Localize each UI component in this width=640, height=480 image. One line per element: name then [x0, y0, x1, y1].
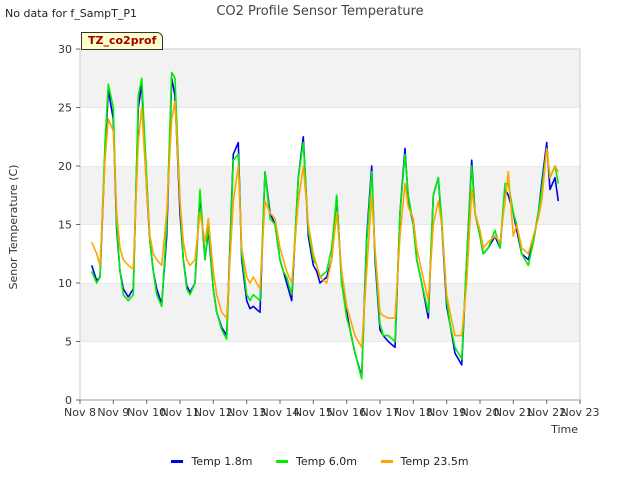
y-axis: 0 5 10 15 20 25 30 — [58, 43, 80, 407]
x-tick-label: Nov 23 — [561, 406, 600, 419]
plot-band — [80, 49, 580, 108]
plot-background-bands — [80, 48, 580, 400]
chart-title: CO2 Profile Sensor Temperature — [216, 4, 424, 19]
plot-band — [80, 107, 580, 166]
legend: Temp 1.8m Temp 6.0m Temp 23.5m — [0, 453, 640, 468]
x-axis-label: Time — [550, 423, 578, 436]
series-line-temp-23-5m — [90, 100, 559, 349]
series-lines — [90, 71, 560, 380]
x-tick-label: Nov 18 — [394, 406, 433, 419]
x-tick-label: Nov 21 — [494, 406, 533, 419]
x-tick-label: Nov 13 — [227, 406, 266, 419]
legend-item-temp-1-8m: Temp 1.8m — [171, 455, 252, 468]
x-tick-label: Nov 9 — [97, 406, 129, 419]
legend-item-temp-6-0m: Temp 6.0m — [275, 455, 358, 468]
plot-band — [80, 283, 580, 342]
legend-label-temp-23-5m: Temp 23.5m — [400, 455, 469, 468]
x-tick-label: Nov 11 — [161, 406, 200, 419]
x-tick-label: Nov 8 — [64, 406, 96, 419]
y-tick-label: 25 — [58, 102, 72, 115]
y-tick-label: 20 — [58, 160, 72, 173]
y-tick-label: 0 — [65, 394, 72, 407]
legend-item-temp-23-5m: Temp 23.5m — [380, 455, 469, 468]
site-tag: TZ_co2prof — [81, 32, 164, 50]
x-tick-label: Nov 17 — [361, 406, 400, 419]
plot-band — [80, 341, 580, 400]
legend-swatch-temp-1-8m — [171, 460, 184, 463]
x-tick-label: Nov 19 — [427, 406, 466, 419]
y-tick-label: 10 — [58, 277, 72, 290]
legend-label-temp-6-0m: Temp 6.0m — [295, 455, 358, 468]
x-tick-label: Nov 15 — [294, 406, 333, 419]
x-tick-label: Nov 12 — [194, 406, 233, 419]
no-data-notice: No data for f_SampT_P1 — [5, 7, 137, 20]
plot-band — [80, 166, 580, 225]
x-tick-label: Nov 20 — [461, 406, 500, 419]
legend-swatch-temp-23-5m — [380, 460, 393, 463]
x-tick-label: Nov 10 — [127, 406, 166, 419]
y-tick-label: 30 — [58, 43, 72, 56]
y-tick-label: 15 — [58, 219, 72, 232]
y-axis-label: Senor Temperature (C) — [7, 165, 20, 290]
x-tick-label: Nov 16 — [327, 406, 366, 419]
legend-swatch-temp-6-0m — [275, 460, 288, 463]
x-tick-label: Nov 14 — [261, 406, 300, 419]
y-tick-label: 5 — [65, 336, 72, 349]
x-tick-label: Nov 22 — [527, 406, 566, 419]
legend-label-temp-1-8m: Temp 1.8m — [191, 455, 253, 468]
